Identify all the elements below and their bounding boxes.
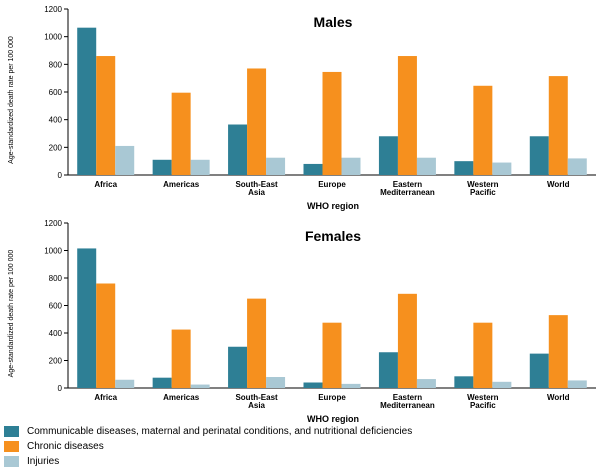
females-y-tick-label: 600 [49,302,63,311]
males-category-label: Africa [94,180,117,189]
legend-swatch-injuries [4,456,19,467]
males-category-label: Asia [248,188,265,197]
legend-item-chronic: Chronic diseases [4,439,598,454]
males-panel-title: Males [314,14,353,30]
females-category-label: Africa [94,393,117,402]
females-bar-injuries [492,381,512,388]
males-bar-chronic [96,56,116,175]
males-y-tick-label: 200 [49,143,63,152]
chart-legend: Communicable diseases, maternal and peri… [4,424,598,469]
males-bar-injuries [115,145,135,175]
females-y-tick-label: 0 [58,384,63,393]
males-bar-injuries [567,158,587,175]
females-bar-chronic [247,298,267,388]
females-bar-injuries [416,379,436,388]
males-bar-chronic [247,68,267,175]
males-bar-chronic [548,76,568,175]
females-bar-chronic [96,283,116,388]
males-bar-injuries [190,159,210,175]
males-category-label: Western [467,180,499,189]
females-bar-chronic [322,322,342,388]
males-bar-injuries [341,157,361,175]
males-y-tick-label: 1000 [44,33,62,42]
males-y-tick-label: 0 [58,171,63,180]
females-bar-chronic [397,293,417,388]
legend-item-communicable: Communicable diseases, maternal and peri… [4,424,598,439]
males-category-label: South-East [235,180,278,189]
males-bar-chronic [322,71,342,175]
males-bar-communicable [303,163,323,175]
males-category-label: Mediterranean [380,188,435,197]
males-y-tick-label: 1200 [44,5,62,14]
females-bar-chronic [548,315,568,388]
males-bar-chronic [171,92,191,175]
males-bar-communicable [454,161,474,175]
legend-label-injuries: Injuries [27,456,60,467]
legend-swatch-communicable [4,426,19,437]
males-y-tick-label: 800 [49,60,63,69]
females-bar-communicable [228,346,248,388]
females-bar-communicable [454,376,474,388]
legend-item-injuries: Injuries [4,454,598,469]
females-bar-injuries [190,384,210,388]
females-bar-injuries [341,383,361,388]
males-bar-injuries [266,157,286,175]
females-bar-communicable [529,353,549,388]
females-category-label: Western [467,393,499,402]
females-category-label: Asia [248,401,265,410]
legend-label-chronic: Chronic diseases [27,441,104,452]
females-bar-communicable [378,352,398,388]
males-category-label: Americas [163,180,200,189]
females-bar-injuries [266,377,286,388]
males-category-label: Eastern [393,180,422,189]
females-category-label: Europe [318,393,346,402]
males-bar-communicable [529,136,549,175]
females-panel-title: Females [305,228,361,244]
females-y-tick-label: 400 [49,329,63,338]
females-bar-injuries [567,380,587,388]
legend-label-communicable: Communicable diseases, maternal and peri… [27,426,413,437]
males-bar-communicable [378,136,398,175]
females-y-tick-label: 1200 [44,219,62,228]
males-category-label: Pacific [470,188,496,197]
males-bar-communicable [152,159,172,175]
males-y-tick-label: 400 [49,116,63,125]
males-x-axis-title: WHO region [307,201,359,211]
females-bar-communicable [77,248,97,388]
females-bar-injuries [115,379,135,388]
males-bar-injuries [416,157,436,175]
females-bar-communicable [152,377,172,388]
legend-swatch-chronic [4,441,19,452]
females-category-label: Pacific [470,401,496,410]
males-y-tick-label: 600 [49,88,63,97]
females-y-axis-title: Age-standardized death rate per 100 000 [8,250,15,378]
males-bar-injuries [492,162,512,175]
females-x-axis-title: WHO region [307,414,359,424]
males-category-label: Europe [318,180,346,189]
females-category-label: World [547,393,570,402]
females-bar-chronic [171,329,191,388]
males-bar-communicable [228,124,248,175]
males-bar-communicable [77,27,97,175]
females-category-label: Americas [163,393,200,402]
females-bar-chronic [473,322,493,388]
females-bar-communicable [303,382,323,388]
males-category-label: World [547,180,570,189]
females-y-tick-label: 800 [49,274,63,283]
females-category-label: Eastern [393,393,422,402]
females-y-tick-label: 1000 [44,247,62,256]
females-category-label: South-East [235,393,278,402]
males-bar-chronic [397,56,417,175]
females-category-label: Mediterranean [380,401,435,410]
females-y-tick-label: 200 [49,357,63,366]
males-y-axis-title: Age-standardized death rate per 100 000 [8,36,15,164]
males-bar-chronic [473,85,493,175]
